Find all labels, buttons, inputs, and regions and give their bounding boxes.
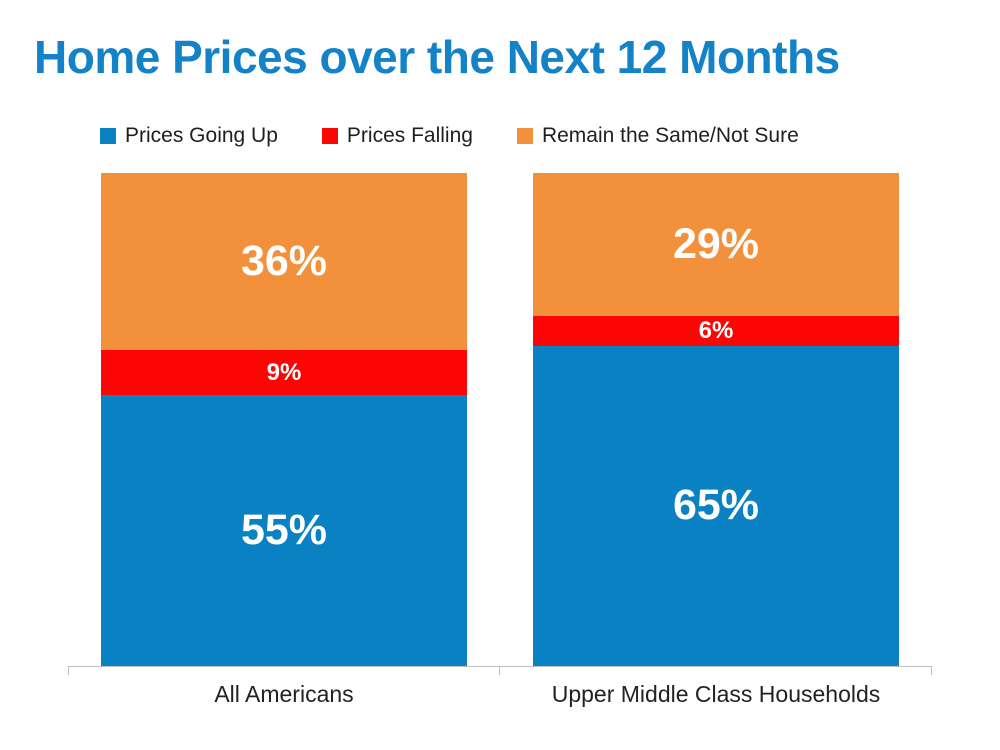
bar-segment-value-label: 55% bbox=[240, 505, 328, 554]
bar-segment-value-label: 29% bbox=[672, 219, 760, 268]
bar-segment-value-label: 9% bbox=[266, 358, 302, 386]
axis-tick-left bbox=[68, 666, 69, 675]
bar-segment-prices-going-up: 65% bbox=[533, 345, 899, 666]
legend-label: Prices Falling bbox=[346, 124, 473, 147]
bar-segment-prices-falling: 6% bbox=[533, 315, 899, 346]
legend-item-prices-going-up: Prices Going Up bbox=[100, 124, 278, 148]
category-label-all-americans: All Americans bbox=[214, 681, 354, 707]
x-axis-category-labels: All Americans Upper Middle Class Househol… bbox=[68, 681, 932, 708]
bar-upper-middle-class-households: 29% 6% 65% bbox=[533, 173, 899, 666]
bar-segment-value-label: 6% bbox=[698, 316, 734, 344]
axis-tick-middle bbox=[499, 666, 500, 675]
legend-item-remain-the-same-not-sure: Remain the Same/Not Sure bbox=[516, 124, 799, 148]
legend-label: Remain the Same/Not Sure bbox=[541, 124, 799, 147]
legend-swatch-icon bbox=[516, 128, 533, 144]
bar-segment-remain-the-same-not-sure: 29% bbox=[533, 173, 899, 316]
bar-segment-value-label: 36% bbox=[240, 237, 328, 286]
legend: Prices Going Up Prices Falling Remain the … bbox=[100, 124, 799, 148]
plot-area: 36% 9% 55% 29% 6% 65% bbox=[68, 173, 932, 675]
bar-segment-prices-falling: 9% bbox=[101, 350, 467, 395]
legend-label: Prices Going Up bbox=[125, 124, 278, 147]
chart-title: Home Prices over the Next 12 Months bbox=[34, 31, 840, 83]
bar-segment-remain-the-same-not-sure: 36% bbox=[101, 173, 467, 351]
legend-item-prices-falling: Prices Falling bbox=[321, 124, 473, 148]
category-label-upper-middle-class-households: Upper Middle Class Households bbox=[551, 681, 881, 707]
bar-segment-value-label: 65% bbox=[672, 481, 760, 530]
bar-all-americans: 36% 9% 55% bbox=[101, 173, 467, 666]
bar-segment-prices-going-up: 55% bbox=[101, 394, 467, 666]
legend-swatch-icon bbox=[321, 128, 338, 144]
axis-tick-right bbox=[931, 666, 932, 675]
legend-swatch-icon bbox=[100, 128, 116, 144]
